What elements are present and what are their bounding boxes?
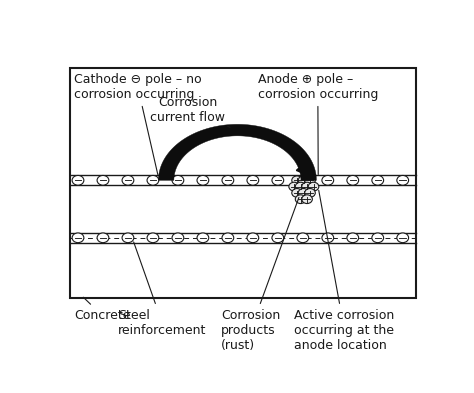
Circle shape <box>305 189 315 197</box>
Text: Active corrosion
occurring at the
anode location: Active corrosion occurring at the anode … <box>294 190 394 352</box>
Text: Concrete: Concrete <box>74 297 130 322</box>
Circle shape <box>147 175 159 185</box>
Circle shape <box>97 175 109 185</box>
Circle shape <box>222 175 234 185</box>
Circle shape <box>147 233 159 242</box>
Polygon shape <box>296 163 315 178</box>
Text: Anode ⊕ pole –
corrosion occurring: Anode ⊕ pole – corrosion occurring <box>258 73 378 174</box>
Text: Corrosion
current flow: Corrosion current flow <box>150 95 230 127</box>
Circle shape <box>322 175 334 185</box>
Circle shape <box>197 175 209 185</box>
Circle shape <box>292 176 302 185</box>
Circle shape <box>292 189 302 197</box>
Circle shape <box>347 233 359 242</box>
Circle shape <box>97 233 109 242</box>
Circle shape <box>122 175 134 185</box>
Circle shape <box>347 175 359 185</box>
Circle shape <box>289 182 300 191</box>
Circle shape <box>298 176 309 185</box>
Text: Cathode ⊖ pole – no
corrosion occurring: Cathode ⊖ pole – no corrosion occurring <box>74 73 201 174</box>
Circle shape <box>322 233 334 242</box>
Polygon shape <box>158 124 316 180</box>
Circle shape <box>272 175 284 185</box>
Circle shape <box>308 182 319 191</box>
Circle shape <box>302 195 312 204</box>
Circle shape <box>172 175 184 185</box>
Circle shape <box>372 233 383 242</box>
Circle shape <box>247 233 259 242</box>
Circle shape <box>298 189 309 197</box>
Text: Corrosion
products
(rust): Corrosion products (rust) <box>221 197 299 352</box>
Circle shape <box>295 195 306 204</box>
Circle shape <box>297 233 309 242</box>
Circle shape <box>272 233 284 242</box>
Text: Steel
reinforcement: Steel reinforcement <box>118 242 206 337</box>
Circle shape <box>305 176 315 185</box>
Circle shape <box>372 175 383 185</box>
Circle shape <box>397 233 409 242</box>
Bar <box>70 68 416 298</box>
Circle shape <box>297 175 309 185</box>
Circle shape <box>397 175 409 185</box>
Circle shape <box>302 182 312 191</box>
Circle shape <box>72 175 84 185</box>
Circle shape <box>295 182 306 191</box>
Circle shape <box>72 233 84 242</box>
Circle shape <box>197 233 209 242</box>
Circle shape <box>247 175 259 185</box>
Circle shape <box>172 233 184 242</box>
Circle shape <box>222 233 234 242</box>
Circle shape <box>122 233 134 242</box>
